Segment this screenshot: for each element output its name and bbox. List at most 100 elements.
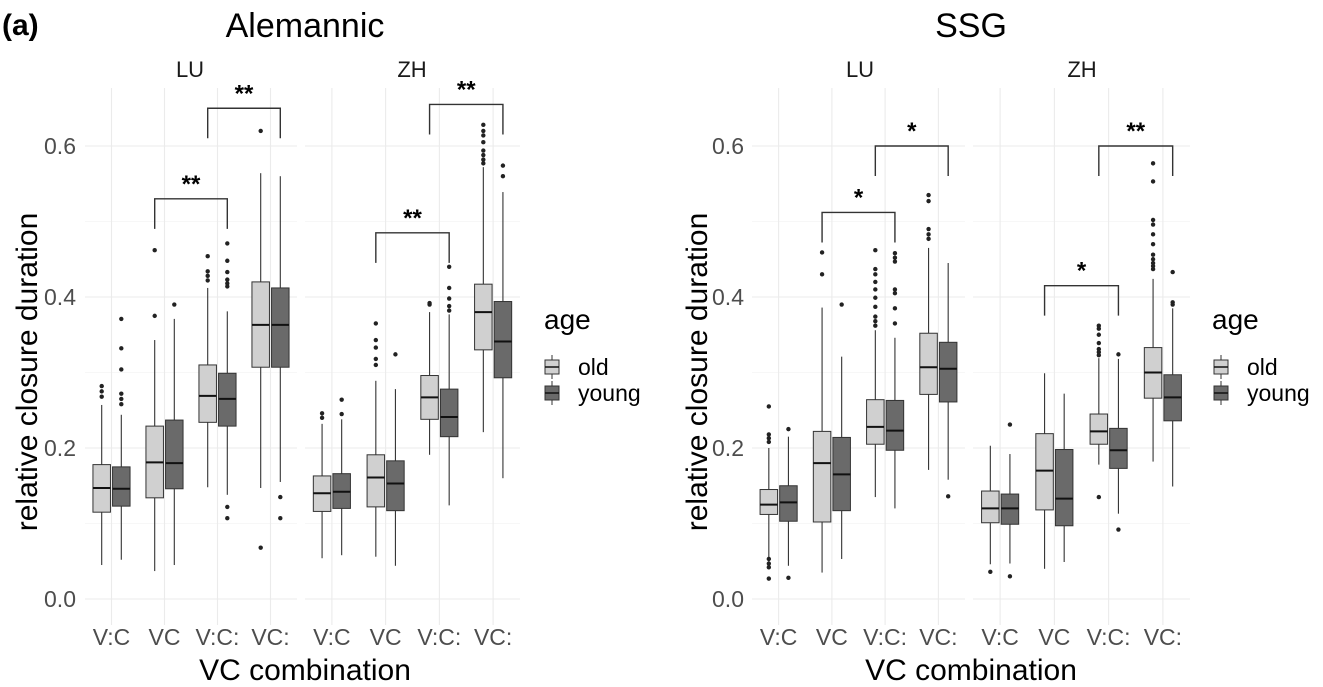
boxplot-young <box>1000 422 1020 579</box>
outlier-point <box>339 411 344 417</box>
box-iqr <box>938 341 958 403</box>
outlier-point <box>873 266 878 272</box>
y-tick-label: 0.2 <box>712 435 744 461</box>
outlier-point <box>873 304 878 310</box>
outlier-point <box>119 367 124 372</box>
box-iqr <box>866 399 885 445</box>
box-iqr <box>386 460 405 512</box>
boxplot-young <box>165 302 184 566</box>
outlier-point <box>258 545 263 550</box>
outlier-point <box>1096 332 1102 337</box>
outlier-point <box>926 236 931 242</box>
outlier-point <box>1116 352 1121 357</box>
outlier-point <box>481 128 486 134</box>
outlier-point <box>766 565 772 570</box>
outlier-point <box>1150 217 1156 223</box>
outlier-point <box>766 561 772 566</box>
x-axis-title: VC combination <box>199 654 411 687</box>
boxplots <box>759 161 1182 581</box>
significance-brackets: ***** <box>821 118 1174 316</box>
outlier-point <box>225 504 230 510</box>
x-tick-label: VC <box>816 624 848 650</box>
bracket-line <box>154 198 228 229</box>
outlier-point <box>225 241 230 246</box>
outlier-point <box>1150 266 1156 272</box>
box-iqr <box>474 283 493 351</box>
box-iqr <box>165 419 184 490</box>
boxplot-young <box>439 264 459 506</box>
outlier-point <box>481 133 486 138</box>
outlier-point <box>1150 232 1156 237</box>
significance-bracket: ** <box>428 76 504 135</box>
bracket-line <box>1043 284 1120 316</box>
legend-label-young: young <box>578 380 641 406</box>
bracket-line <box>207 107 281 139</box>
y-axis-title: relative closure duration <box>681 213 714 532</box>
box-iqr <box>439 388 459 438</box>
facet-strip-label: ZH <box>1067 57 1096 82</box>
outlier-point <box>1007 574 1013 579</box>
x-axis-ticks: V:C VC V:C: VC: V:C VC V:C: VC: <box>93 624 513 650</box>
box-iqr <box>1035 433 1054 511</box>
outlier-point <box>1150 252 1156 257</box>
bracket-line <box>1098 145 1174 176</box>
outlier-point <box>446 264 452 269</box>
boxplot-old <box>812 250 832 573</box>
y-tick-label: 0.4 <box>712 284 744 310</box>
outlier-point <box>205 269 210 274</box>
outlier-point <box>1150 260 1156 266</box>
y-axis-ticks: 0.0 0.2 0.4 0.6 <box>44 133 76 612</box>
boxplot-old <box>1035 373 1054 569</box>
outlier-point <box>839 302 844 307</box>
outlier-point <box>481 140 486 145</box>
box-iqr <box>812 430 832 523</box>
box-iqr <box>271 287 290 368</box>
outlier-point <box>786 575 791 581</box>
y-tick-label: 0.2 <box>44 435 76 461</box>
outlier-point <box>500 163 506 168</box>
outlier-point <box>1150 257 1156 262</box>
outlier-point <box>225 269 230 275</box>
boxplot-old <box>981 445 1000 575</box>
outlier-point <box>766 404 772 409</box>
outlier-point <box>1096 346 1102 352</box>
outlier-point <box>926 226 931 232</box>
boxplot-young <box>112 316 131 560</box>
y-axis-title: relative closure duration <box>11 213 44 532</box>
outlier-point <box>892 259 898 264</box>
outlier-point <box>766 432 772 437</box>
bracket-line <box>821 211 896 243</box>
x-tick-label: VC: <box>1144 624 1182 650</box>
outlier-point <box>1150 179 1156 184</box>
outlier-point <box>481 148 486 153</box>
boxplot-young <box>332 397 351 556</box>
box-iqr <box>759 489 779 515</box>
box-iqr <box>779 485 798 522</box>
outlier-point <box>988 569 993 575</box>
y-tick-label: 0.0 <box>712 586 744 612</box>
outlier-point <box>119 391 124 396</box>
x-tick-label: VC: <box>919 624 957 650</box>
outlier-point <box>926 232 931 237</box>
outlier-point <box>119 316 124 322</box>
legend-key-old <box>544 355 560 379</box>
box-iqr <box>885 399 905 451</box>
boxplot-old <box>420 300 439 455</box>
outlier-point <box>481 157 486 162</box>
chart-ssg: SSG LU ZH 0.0 0.2 0.4 0.6 V:C VC V:C: VC: V:C VC… <box>681 7 1310 687</box>
outlier-point <box>1150 222 1156 227</box>
boxplot-old <box>1143 161 1163 462</box>
outlier-point <box>99 389 104 394</box>
x-tick-label: V:C: <box>417 624 461 650</box>
box-iqr <box>493 301 513 379</box>
outlier-point <box>1096 323 1102 328</box>
boxplot-old <box>866 247 885 498</box>
outlier-point <box>892 321 898 326</box>
boxplot-old <box>759 404 779 581</box>
outlier-point <box>481 161 486 166</box>
outlier-point <box>892 251 898 256</box>
outlier-point <box>926 198 931 204</box>
outlier-point <box>1096 326 1102 331</box>
outlier-point <box>1170 300 1175 305</box>
